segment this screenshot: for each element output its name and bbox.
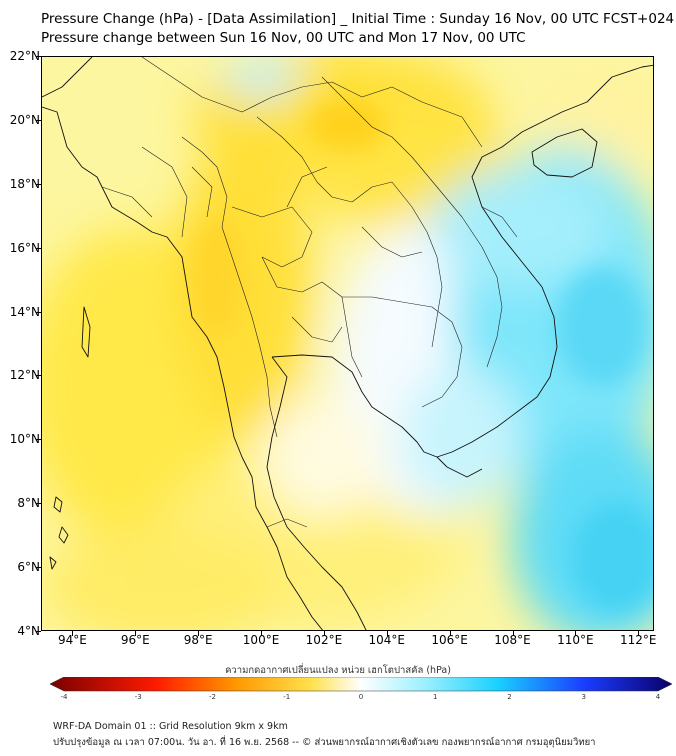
lat-tick: [36, 311, 41, 313]
lon-tick: [638, 631, 640, 636]
map-subtitle: Pressure change between Sun 16 Nov, 00 U…: [41, 30, 526, 46]
lon-tick: [386, 631, 388, 636]
lon-label: 98°E: [183, 633, 213, 647]
footer-credits: ปรับปรุงข้อมูล ณ เวลา 07:00น. วัน อา. ที…: [53, 737, 596, 748]
lat-tick: [36, 119, 41, 121]
lat-tick: [36, 247, 41, 249]
colorbar: [50, 677, 672, 692]
footer-resolution: WRF-DA Domain 01 :: Grid Resolution 9km …: [53, 721, 288, 732]
lat-tick: [36, 56, 41, 57]
colorbar-tick-label: -4: [60, 693, 68, 701]
lon-tick: [575, 631, 577, 636]
lat-label: 6°N: [17, 560, 40, 575]
lon-tick: [72, 631, 74, 636]
lon-label: 112°E: [620, 633, 657, 647]
lon-label: 94°E: [57, 633, 87, 647]
lon-tick: [198, 631, 200, 636]
lat-tick: [36, 567, 41, 569]
lat-tick: [36, 183, 41, 185]
colorbar-title: ความกดอากาศเปลี่ยนแปลง หน่วย เฮกโตปาสคัล…: [225, 665, 451, 676]
map-frame[interactable]: [41, 56, 654, 631]
lat-tick: [36, 631, 41, 632]
lat-tick: [36, 439, 41, 441]
lon-label: 110°E: [557, 633, 594, 647]
colorbar-tick-label: 1: [433, 693, 438, 701]
lon-label: 104°E: [368, 633, 406, 647]
lat-label: 22°N: [9, 49, 40, 63]
lat-label: 14°N: [9, 304, 40, 319]
lon-tick: [135, 631, 137, 636]
lat-label: 20°N: [9, 112, 40, 127]
pressure-change-field: [42, 57, 653, 630]
lon-label: 106°E: [431, 633, 468, 647]
lon-tick: [261, 631, 263, 636]
political-borders: [101, 57, 518, 528]
colorbar-tick-label: 4: [655, 693, 661, 701]
colorbar-tick-label: -1: [283, 693, 291, 701]
lon-tick: [512, 631, 514, 636]
colorbar-tick-label: -2: [209, 693, 216, 701]
lon-label: 108°E: [494, 633, 531, 647]
lat-label: 16°N: [9, 240, 40, 255]
lon-label: 102°E: [305, 633, 343, 647]
lon-tick: [323, 631, 325, 636]
lat-tick: [36, 503, 41, 505]
lat-label: 12°N: [9, 368, 40, 383]
lat-tick: [36, 375, 41, 377]
lon-label: 100°E: [242, 633, 280, 647]
lat-label: 8°N: [17, 496, 40, 511]
lat-label: 4°N: [17, 624, 40, 638]
colorbar-tick-label: 0: [358, 693, 364, 701]
colorbar-tick-label: 3: [581, 693, 586, 701]
colorbar-tick-label: -3: [134, 693, 142, 701]
lon-tick: [449, 631, 451, 636]
map-title: Pressure Change (hPa) - [Data Assimilati…: [41, 11, 675, 27]
lat-label: 18°N: [9, 176, 40, 191]
coastline-outlines: [42, 57, 653, 630]
colorbar-tick-label: 2: [507, 693, 512, 701]
lat-label: 10°N: [9, 432, 40, 447]
lon-label: 96°E: [120, 633, 150, 647]
